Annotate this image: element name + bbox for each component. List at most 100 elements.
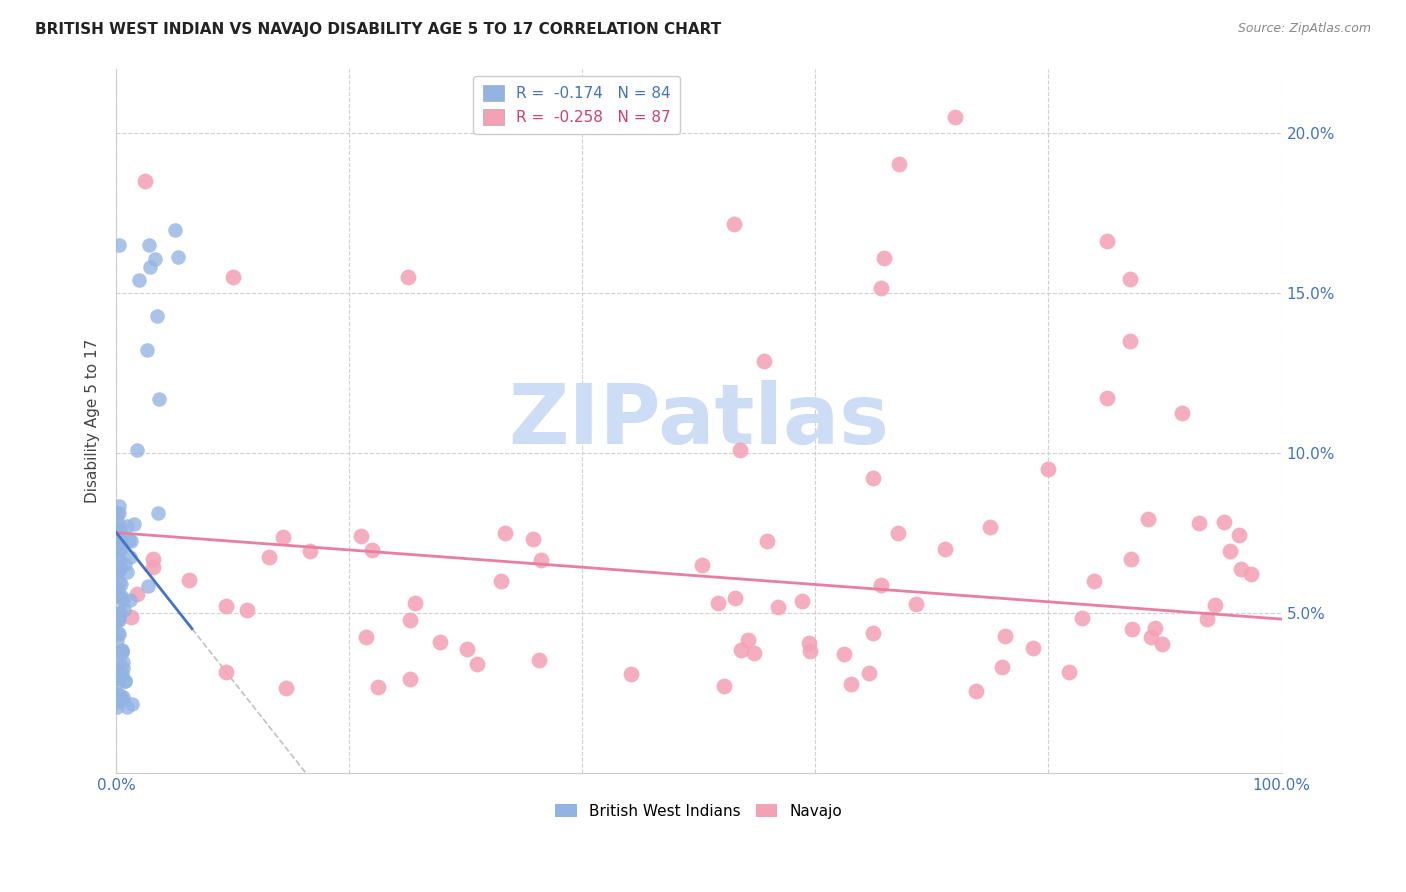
Navajo xyxy=(797,635,820,649)
Navajo xyxy=(723,218,745,232)
Navajo xyxy=(236,602,259,616)
Navajo xyxy=(737,632,759,647)
Navajo xyxy=(142,551,165,566)
Text: Source: ZipAtlas.com: Source: ZipAtlas.com xyxy=(1237,22,1371,36)
British West Indians xyxy=(105,506,128,520)
British West Indians xyxy=(107,675,129,690)
British West Indians xyxy=(110,577,132,591)
Navajo xyxy=(862,471,884,485)
Y-axis label: Disability Age 5 to 17: Disability Age 5 to 17 xyxy=(86,338,100,503)
Navajo xyxy=(713,679,735,693)
Navajo xyxy=(690,558,713,572)
Text: BRITISH WEST INDIAN VS NAVAJO DISABILITY AGE 5 TO 17 CORRELATION CHART: BRITISH WEST INDIAN VS NAVAJO DISABILITY… xyxy=(35,22,721,37)
British West Indians xyxy=(110,589,132,603)
Navajo xyxy=(1143,621,1166,635)
Navajo xyxy=(1119,334,1142,348)
Navajo xyxy=(1036,462,1059,476)
British West Indians xyxy=(138,238,160,252)
Navajo xyxy=(965,684,987,698)
British West Indians xyxy=(117,700,139,714)
Navajo xyxy=(1119,272,1142,286)
Navajo xyxy=(1219,543,1241,558)
British West Indians xyxy=(108,575,131,590)
British West Indians xyxy=(145,309,167,323)
British West Indians xyxy=(107,237,129,252)
British West Indians xyxy=(121,697,143,711)
Navajo xyxy=(889,157,911,171)
Navajo xyxy=(134,173,156,187)
Navajo xyxy=(361,543,384,558)
British West Indians xyxy=(108,654,131,668)
Navajo xyxy=(832,647,855,661)
Navajo xyxy=(354,631,377,645)
British West Indians xyxy=(105,700,128,714)
Navajo xyxy=(858,666,880,681)
British West Indians xyxy=(136,579,159,593)
British West Indians xyxy=(108,605,131,619)
Navajo xyxy=(1095,391,1118,405)
British West Indians xyxy=(117,519,139,533)
Navajo xyxy=(1170,406,1192,420)
British West Indians xyxy=(108,606,131,620)
British West Indians xyxy=(125,443,148,458)
British West Indians xyxy=(117,565,139,579)
Navajo xyxy=(873,251,896,265)
British West Indians xyxy=(118,592,141,607)
British West Indians xyxy=(112,603,135,617)
Navajo xyxy=(991,660,1014,674)
Navajo xyxy=(724,591,747,605)
Navajo xyxy=(994,629,1017,643)
Navajo xyxy=(222,269,245,284)
Navajo xyxy=(730,442,752,457)
British West Indians xyxy=(110,525,132,540)
British West Indians xyxy=(143,252,166,266)
Navajo xyxy=(870,578,893,592)
British West Indians xyxy=(110,689,132,703)
British West Indians xyxy=(107,536,129,550)
Navajo xyxy=(214,665,236,679)
British West Indians xyxy=(118,533,141,547)
Navajo xyxy=(1227,528,1250,542)
British West Indians xyxy=(146,506,169,520)
Navajo xyxy=(527,653,550,667)
Navajo xyxy=(1240,567,1263,582)
Navajo xyxy=(271,529,294,543)
British West Indians xyxy=(111,540,134,554)
Navajo xyxy=(215,599,238,613)
British West Indians xyxy=(108,561,131,575)
British West Indians xyxy=(107,693,129,707)
Navajo xyxy=(396,269,419,284)
Navajo xyxy=(792,594,814,608)
British West Indians xyxy=(110,644,132,658)
British West Indians xyxy=(105,613,128,627)
British West Indians xyxy=(110,591,132,605)
British West Indians xyxy=(111,690,134,705)
Navajo xyxy=(1140,630,1163,644)
Navajo xyxy=(120,610,142,624)
British West Indians xyxy=(105,529,128,543)
Navajo xyxy=(887,525,910,540)
British West Indians xyxy=(107,531,129,545)
British West Indians xyxy=(107,563,129,577)
Navajo xyxy=(489,574,512,589)
Navajo xyxy=(367,680,389,694)
British West Indians xyxy=(165,223,187,237)
Navajo xyxy=(298,544,321,558)
British West Indians xyxy=(108,666,131,681)
British West Indians xyxy=(111,645,134,659)
Navajo xyxy=(799,644,821,658)
British West Indians xyxy=(105,536,128,550)
Navajo xyxy=(142,560,165,574)
British West Indians xyxy=(114,673,136,688)
British West Indians xyxy=(105,614,128,628)
Navajo xyxy=(1230,562,1253,576)
Navajo xyxy=(456,641,478,656)
Navajo xyxy=(398,614,420,628)
British West Indians xyxy=(105,552,128,566)
British West Indians xyxy=(111,660,134,674)
British West Indians xyxy=(111,643,134,657)
British West Indians xyxy=(107,565,129,579)
Navajo xyxy=(862,626,884,640)
British West Indians xyxy=(108,627,131,641)
Navajo xyxy=(404,596,426,610)
